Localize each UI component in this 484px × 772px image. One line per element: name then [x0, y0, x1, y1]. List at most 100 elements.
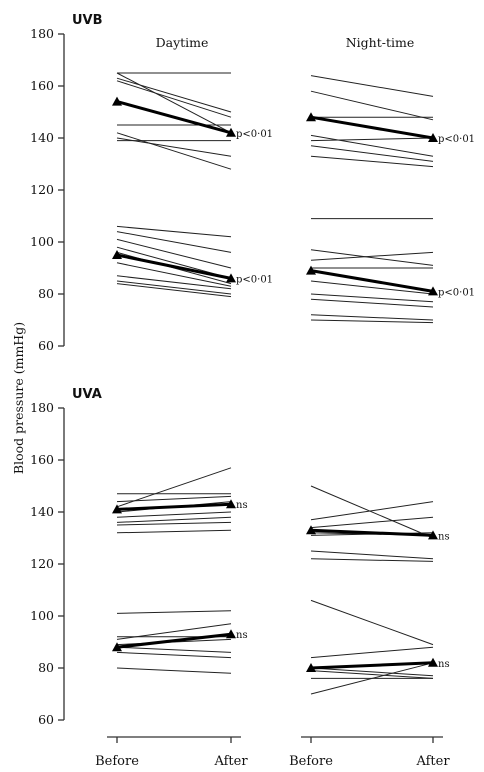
- systolic-subject-line: [116, 132, 232, 170]
- diastolic-mean-marker-after: [428, 286, 438, 296]
- systolic-subject-line: [310, 75, 434, 97]
- diastolic-subject-line: [116, 667, 232, 674]
- plot-layer: 60 80 100 120 140 160 180 UVB Daytime p<0·01 p<0·0…: [30, 13, 475, 769]
- systolic-subject-line: [310, 501, 434, 521]
- diastolic-mean-line: [116, 632, 232, 649]
- systolic-subject-line: [310, 485, 434, 539]
- y-tick-label: 140: [30, 504, 54, 519]
- y-tick-label: 160: [30, 452, 54, 467]
- systolic-mean-marker-before: [112, 96, 122, 106]
- diastolic-annotation: p<0·01: [438, 287, 475, 298]
- diastolic-annotation: ns: [438, 659, 450, 670]
- diastolic-mean-line: [310, 269, 434, 293]
- x-tick-label: After: [213, 754, 248, 769]
- diastolic-subject-line: [310, 646, 434, 659]
- systolic-subject-line: [310, 516, 434, 529]
- diastolic-subject-line: [310, 667, 434, 677]
- diastolic-subject-line: [310, 293, 434, 303]
- diastolic-subject-line: [116, 275, 232, 290]
- diastolic-subject-line: [116, 231, 232, 253]
- y-tick-label: 160: [30, 78, 54, 93]
- panel-label: UVB: [72, 13, 103, 28]
- systolic-annotation: ns: [236, 500, 248, 511]
- diastolic-subject-line: [310, 251, 434, 261]
- diastolic-mean-marker-before: [112, 642, 122, 652]
- diastolic-subject-line: [116, 280, 232, 295]
- diastolic-mean-line: [310, 661, 434, 670]
- diastolic-subject-line: [310, 599, 434, 646]
- y-tick-label: 100: [30, 234, 54, 249]
- systolic-mean-line: [310, 115, 434, 140]
- diastolic-subject-line: [116, 646, 232, 653]
- systolic-mean-marker-after: [428, 530, 438, 540]
- y-tick-label: 60: [38, 712, 54, 727]
- y-tick-label: 180: [30, 26, 54, 41]
- diastolic-subject-line: [116, 238, 232, 269]
- systolic-subject-line: [310, 558, 434, 562]
- diastolic-mean-marker-before: [306, 663, 316, 672]
- systolic-subject-line: [310, 134, 434, 157]
- systolic-subject-line: [116, 72, 232, 134]
- y-tick-label: 100: [30, 608, 54, 623]
- systolic-mean-line: [116, 502, 232, 511]
- y-tick-label: 60: [38, 338, 54, 353]
- systolic-subject-line: [116, 516, 232, 523]
- diastolic-subject-line: [310, 298, 434, 308]
- diastolic-subject-line: [310, 319, 434, 324]
- systolic-mean-line: [116, 100, 232, 135]
- y-tick-label: 80: [38, 286, 54, 301]
- diastolic-subject-line: [310, 314, 434, 321]
- systolic-subject-line: [116, 77, 232, 113]
- systolic-annotation: ns: [438, 531, 450, 542]
- systolic-subject-line: [310, 137, 434, 142]
- diastolic-mean-marker-after: [226, 273, 236, 283]
- diastolic-subject-line: [310, 280, 434, 295]
- column-title: Night-time: [346, 35, 415, 50]
- diastolic-subject-line: [310, 670, 434, 679]
- panel-label: UVA: [72, 387, 102, 402]
- systolic-subject-line: [116, 467, 232, 508]
- systolic-subject-line: [116, 80, 232, 118]
- diastolic-subject-line: [310, 249, 434, 266]
- y-tick-label: 140: [30, 130, 54, 145]
- y-tick-label: 80: [38, 660, 54, 675]
- systolic-subject-line: [116, 521, 232, 526]
- diastolic-mean-line: [116, 253, 232, 280]
- x-tick-label: After: [415, 754, 450, 769]
- systolic-subject-line: [310, 155, 434, 168]
- diastolic-mean-marker-after: [226, 629, 236, 639]
- systolic-mean-marker-before: [306, 525, 316, 535]
- diastolic-mean-marker-before: [306, 265, 316, 275]
- systolic-subject-line: [310, 550, 434, 560]
- systolic-mean-marker-before: [112, 504, 122, 514]
- diastolic-subject-line: [116, 283, 232, 298]
- systolic-subject-line: [310, 90, 434, 121]
- systolic-subject-line: [116, 529, 232, 534]
- diastolic-mean-marker-before: [112, 250, 122, 259]
- systolic-mean-marker-after: [428, 133, 438, 142]
- systolic-annotation: p<0·01: [438, 134, 475, 145]
- systolic-mean-marker-after: [226, 127, 236, 137]
- x-tick-label: Before: [95, 754, 139, 769]
- diastolic-annotation: p<0·01: [236, 274, 273, 285]
- diastolic-subject-line: [116, 225, 232, 238]
- systolic-mean-marker-after: [226, 499, 236, 509]
- y-tick-label: 180: [30, 400, 54, 415]
- systolic-mean-marker-before: [306, 112, 316, 122]
- systolic-mean-line: [310, 528, 434, 537]
- systolic-subject-line: [310, 145, 434, 162]
- systolic-annotation: p<0·01: [236, 129, 273, 140]
- diastolic-subject-line: [116, 623, 232, 640]
- y-tick-label: 120: [30, 182, 54, 197]
- systolic-subject-line: [116, 511, 232, 518]
- diastolic-subject-line: [116, 262, 232, 287]
- x-tick-label: Before: [289, 754, 333, 769]
- diastolic-subject-line: [116, 651, 232, 659]
- diastolic-annotation: ns: [236, 630, 248, 641]
- y-axis-label: Blood pressure (mmHg): [11, 322, 26, 474]
- column-title: Daytime: [156, 35, 209, 50]
- diastolic-mean-marker-after: [428, 657, 438, 667]
- diastolic-subject-line: [116, 610, 232, 614]
- y-tick-label: 120: [30, 556, 54, 571]
